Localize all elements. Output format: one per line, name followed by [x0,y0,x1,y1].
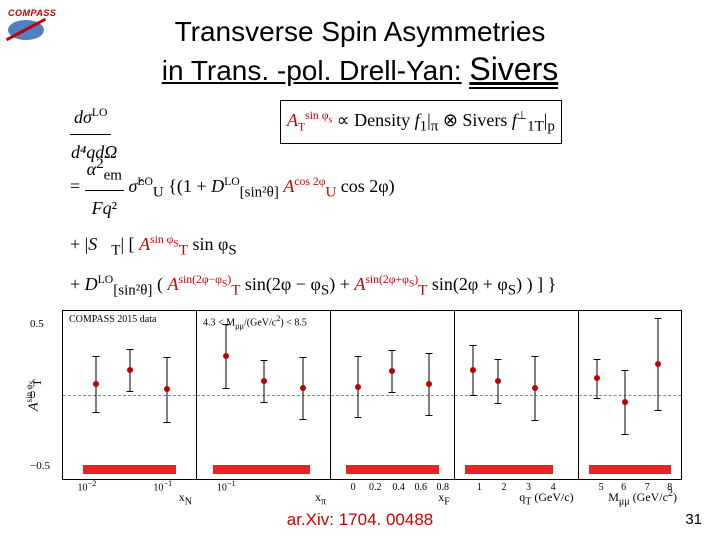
data-point [532,385,538,391]
error-cap [223,388,230,389]
error-cap [355,417,362,418]
zero-line [63,395,196,396]
error-cap [300,419,307,420]
data-point [655,361,661,367]
error-cap [531,356,538,357]
formula-lhs-num: dσLO [70,100,111,135]
error-cap [494,403,501,404]
error-cap [594,398,601,399]
error-cap [655,318,662,319]
slide-title: Transverse Spin Asymmetries in Trans. -p… [0,0,720,89]
sivers-proportional-box: ATsin φs ∝ Density f1|π ⊗ Sivers f⊥1T|p [280,100,562,144]
data-point [389,368,395,374]
chart-panel: COMPASS 2015 data10−210−1xN [63,311,197,479]
x-tick: 0.2 [369,482,382,493]
title-sivers: Sivers [469,51,558,89]
data-point [127,367,133,373]
x-tick: 10−1 [217,479,236,493]
x-tick: 2 [501,482,506,493]
data-point [470,367,476,373]
asymmetry-panels-chart: Asin φST COMPASS 2015 data10−210−1xN4.3 … [62,310,682,480]
systematic-band [213,465,310,474]
error-cap [126,349,133,350]
error-cap [426,415,433,416]
data-point [594,375,600,381]
systematic-band [83,465,176,474]
data-point [261,378,267,384]
x-axis-label: qT (GeV/c) [519,490,573,507]
x-tick: 10−2 [78,479,97,493]
data-point [426,381,432,387]
error-cap [389,392,396,393]
x-axis-label: Mμμ (GeV/c2) [608,488,677,507]
error-cap [300,357,307,358]
formula-row2: = α2em Fq² σ̂LOU {(1 + DLO[sin²θ] Acos 2… [70,150,680,225]
x-tick: 0.4 [392,482,405,493]
chart-panel: 4.3 < Mμμ/(GeV/c2) < 8.510−1xπ [197,311,331,479]
error-cap [621,434,628,435]
data-point [495,378,501,384]
formula-row3: + |S⃗T| [ Asin φST sin φS [70,227,680,265]
error-cap [494,359,501,360]
data-point [300,385,306,391]
error-cap [594,359,601,360]
y-tick: 0.5 [30,318,44,330]
logo-text: COMPASS [8,8,68,18]
error-cap [355,356,362,357]
arxiv-reference: ar.Xiv: 1704. 00488 [287,510,434,530]
error-cap [426,353,433,354]
error-cap [621,370,628,371]
compass-logo-icon [8,20,44,40]
data-point [93,381,99,387]
zero-line [579,395,681,396]
y-tick: 0 [30,389,36,401]
x-tick: 1 [477,482,482,493]
x-axis-label: xF [438,490,450,507]
data-point [223,353,229,359]
zero-line [331,395,454,396]
error-cap [470,395,477,396]
systematic-band [465,465,553,474]
formula-block: dσLO d⁴qdΩ ATsin φs ∝ Density f1|π ⊗ Siv… [70,100,680,307]
error-cap [260,402,267,403]
chart-header-right: 4.3 < Mμμ/(GeV/c2) < 8.5 [203,314,307,330]
x-tick: 0 [351,482,356,493]
x-tick: 5 [599,482,604,493]
chart-panel: 5678Mμμ (GeV/c2) [579,311,681,479]
error-cap [223,324,230,325]
error-cap [531,420,538,421]
y-tick: −0.5 [30,460,50,472]
error-cap [655,410,662,411]
title-line2a: in Trans. -pol. Drell-Yan: [162,55,462,86]
chart-panel: 1234qT (GeV/c) [455,311,579,479]
error-cap [163,357,170,358]
title-line1: Transverse Spin Asymmetries [175,16,546,47]
chart-panel: 00.20.40.60.8xF [331,311,455,479]
systematic-band [346,465,439,474]
error-cap [93,412,100,413]
error-cap [93,356,100,357]
x-axis-label: xπ [315,490,326,507]
data-point [164,386,170,392]
compass-logo: COMPASS [8,8,68,38]
formula-row4: + DLO[sin²θ] ( Asin(2φ−φS)T sin(2φ − φS)… [70,267,680,305]
error-cap [260,360,267,361]
error-cap [126,391,133,392]
page-number: 31 [685,511,702,528]
error-cap [389,350,396,351]
data-point [622,399,628,405]
formula-lhs-den: d⁴qdΩ [70,142,118,162]
x-tick: 0.6 [414,482,427,493]
x-tick: 10−1 [153,479,172,493]
x-axis-label: xN [179,490,192,507]
data-point [355,384,361,390]
error-cap [470,345,477,346]
error-cap [163,422,170,423]
systematic-band [589,465,671,474]
chart-header-left: COMPASS 2015 data [69,314,156,325]
